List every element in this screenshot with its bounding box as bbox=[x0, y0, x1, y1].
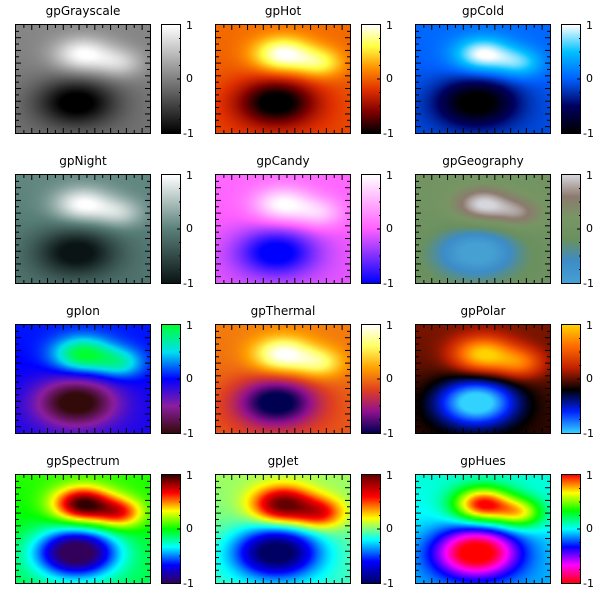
colorbar-tick-label: 0 bbox=[386, 222, 393, 235]
heatmap-plot bbox=[415, 174, 551, 284]
colorbar-ticks bbox=[177, 338, 181, 420]
chart-panel-gpion: gpIon 1 0 -1 bbox=[0, 300, 200, 450]
colorbar-ticks bbox=[377, 338, 381, 420]
colorbar bbox=[161, 24, 181, 134]
colorbar-tick-label: 1 bbox=[586, 169, 593, 182]
colorbar bbox=[361, 324, 381, 434]
chart-title: gpNight bbox=[59, 154, 107, 168]
colorbar-ticks bbox=[377, 188, 381, 270]
chart-panel-gpjet: gpJet 1 0 -1 bbox=[200, 450, 400, 600]
colorbar-tick-label: 0 bbox=[586, 222, 593, 235]
heatmap-plot bbox=[215, 24, 351, 134]
colorbar-tick-label: 1 bbox=[386, 19, 393, 32]
colorbar bbox=[161, 474, 181, 584]
heatmap-plot bbox=[15, 24, 151, 134]
chart-title: gpHues bbox=[460, 454, 506, 468]
colorbar-tick-label: 0 bbox=[386, 72, 393, 85]
colorbar bbox=[561, 174, 581, 284]
colorbar-tick-label: -1 bbox=[183, 127, 194, 140]
colorbar-tick-label: 0 bbox=[586, 372, 593, 385]
colorbar-tick-label: -1 bbox=[183, 427, 194, 440]
colorbar-tick-label: -1 bbox=[383, 127, 394, 140]
colorbar-tick-label: 1 bbox=[586, 19, 593, 32]
heatmap-plot bbox=[15, 474, 151, 584]
chart-panel-gphot: gpHot 1 0 -1 bbox=[200, 0, 400, 150]
chart-panel-gppolar: gpPolar 1 0 -1 bbox=[400, 300, 600, 450]
colorbar bbox=[361, 474, 381, 584]
chart-title: gpIon bbox=[66, 304, 100, 318]
colorbar-tick-label: 1 bbox=[186, 469, 193, 482]
chart-panel-gpgrayscale: gpGrayscale 1 0 -1 bbox=[0, 0, 200, 150]
heatmap-plot bbox=[15, 174, 151, 284]
colorbar bbox=[161, 324, 181, 434]
colorbar bbox=[561, 24, 581, 134]
chart-title: gpGrayscale bbox=[45, 4, 121, 18]
colorbar bbox=[361, 174, 381, 284]
colorbar-tick-label: 0 bbox=[586, 522, 593, 535]
colorbar-ticks bbox=[577, 488, 581, 570]
heatmap-plot bbox=[415, 474, 551, 584]
colorbar-tick-label: -1 bbox=[183, 277, 194, 290]
heatmap-plot bbox=[415, 324, 551, 434]
colorbar bbox=[161, 174, 181, 284]
colorbar-tick-label: -1 bbox=[583, 427, 594, 440]
colorbar-tick-label: 1 bbox=[386, 319, 393, 332]
chart-title: gpThermal bbox=[250, 304, 316, 318]
colorbar-tick-label: 1 bbox=[586, 319, 593, 332]
colorbar-tick-label: 1 bbox=[186, 19, 193, 32]
chart-title: gpSpectrum bbox=[46, 454, 120, 468]
colorbar-ticks bbox=[177, 188, 181, 270]
colorbar-ticks bbox=[577, 338, 581, 420]
colorbar bbox=[361, 24, 381, 134]
chart-panel-gpthermal: gpThermal 1 0 -1 bbox=[200, 300, 400, 450]
colorbar-ticks bbox=[377, 38, 381, 120]
chart-title: gpGeography bbox=[442, 154, 524, 168]
colorbar-tick-label: -1 bbox=[583, 577, 594, 590]
chart-title: gpJet bbox=[267, 454, 299, 468]
colorbar-tick-label: -1 bbox=[583, 127, 594, 140]
colorbar-tick-label: 1 bbox=[586, 469, 593, 482]
colorbar-tick-label: 0 bbox=[186, 522, 193, 535]
colorbar-tick-label: 0 bbox=[186, 222, 193, 235]
chart-panel-gpspectrum: gpSpectrum 1 0 -1 bbox=[0, 450, 200, 600]
chart-title: gpPolar bbox=[460, 304, 506, 318]
chart-panel-gphues: gpHues 1 0 -1 bbox=[400, 450, 600, 600]
colorbar-ticks bbox=[177, 488, 181, 570]
heatmap-plot bbox=[15, 324, 151, 434]
heatmap-plot bbox=[215, 474, 351, 584]
chart-panel-gpgeography: gpGeography 1 0 -1 bbox=[400, 150, 600, 300]
colorbar-ticks bbox=[577, 38, 581, 120]
colorbar-tick-label: -1 bbox=[183, 577, 194, 590]
colorbar-ticks bbox=[177, 38, 181, 120]
colorbar-tick-label: -1 bbox=[583, 277, 594, 290]
colorbar-tick-label: 1 bbox=[186, 169, 193, 182]
chart-panel-gpcandy: gpCandy 1 0 -1 bbox=[200, 150, 400, 300]
colorbar-tick-label: 0 bbox=[386, 522, 393, 535]
chart-title: gpCold bbox=[462, 4, 504, 18]
chart-panel-gpcold: gpCold 1 0 -1 bbox=[400, 0, 600, 150]
chart-title: gpHot bbox=[264, 4, 302, 18]
colorbar bbox=[561, 324, 581, 434]
colorbar-ticks bbox=[377, 488, 381, 570]
colorbar-tick-label: 0 bbox=[586, 72, 593, 85]
colorbar-tick-label: -1 bbox=[383, 427, 394, 440]
heatmap-plot bbox=[215, 174, 351, 284]
chart-panel-gpnight: gpNight 1 0 -1 bbox=[0, 150, 200, 300]
colorbar-tick-label: -1 bbox=[383, 277, 394, 290]
colorbar-tick-label: 1 bbox=[386, 169, 393, 182]
heatmap-plot bbox=[415, 24, 551, 134]
colorbar bbox=[561, 474, 581, 584]
colorbar-tick-label: 0 bbox=[186, 72, 193, 85]
colorbar-tick-label: 1 bbox=[386, 469, 393, 482]
heatmap-plot bbox=[215, 324, 351, 434]
colorbar-tick-label: 0 bbox=[386, 372, 393, 385]
chart-title: gpCandy bbox=[256, 154, 310, 168]
colorbar-tick-label: -1 bbox=[383, 577, 394, 590]
colorbar-ticks bbox=[577, 188, 581, 270]
colorbar-tick-label: 0 bbox=[186, 372, 193, 385]
colorbar-tick-label: 1 bbox=[186, 319, 193, 332]
